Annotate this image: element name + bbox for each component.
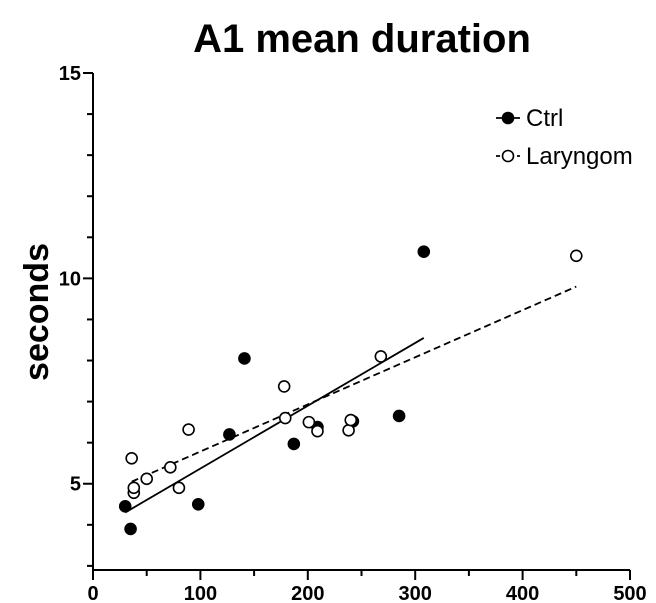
fit-line-laryngom xyxy=(131,285,577,483)
data-point-ctrl xyxy=(124,522,137,536)
legend-label: Laryngom xyxy=(526,143,633,170)
y-tick-label: 5 xyxy=(70,474,81,496)
data-point-ctrl xyxy=(238,352,251,365)
y-tick-label: 15 xyxy=(59,63,81,85)
data-point-laryngom xyxy=(374,350,388,363)
data-point-laryngom xyxy=(342,424,355,437)
data-point-laryngom xyxy=(164,461,177,474)
data-point-laryngom xyxy=(277,380,291,393)
data-point-laryngom xyxy=(182,423,195,436)
legend: Ctrl Laryngom xyxy=(496,105,633,170)
data-point-laryngom xyxy=(125,451,138,465)
x-tick-label: 200 xyxy=(291,583,324,603)
fit-lines xyxy=(124,285,577,514)
data-point-laryngom xyxy=(302,415,316,429)
data-point-laryngom xyxy=(344,413,358,427)
data-point-ctrl xyxy=(417,245,431,258)
data-point-laryngom xyxy=(172,481,186,495)
data-point-laryngom xyxy=(311,424,324,438)
y-tick-label: 10 xyxy=(59,268,81,290)
data-point-ctrl xyxy=(118,500,132,513)
fit-line-ctrl xyxy=(124,337,425,514)
chart-title: A1 mean duration xyxy=(193,17,531,61)
data-point-laryngom xyxy=(140,472,153,486)
x-tick-label: 400 xyxy=(506,583,539,603)
data-point-ctrl xyxy=(223,428,236,441)
legend-label: Ctrl xyxy=(526,105,563,132)
legend-marker-laryngom xyxy=(501,149,515,163)
data-point-laryngom xyxy=(569,249,583,263)
data-point-ctrl xyxy=(392,409,406,423)
data-point-laryngom xyxy=(278,411,292,425)
data-point-laryngom xyxy=(127,481,141,495)
markers xyxy=(118,245,583,536)
data-point-ctrl xyxy=(287,437,301,451)
x-tick-label: 100 xyxy=(184,583,217,603)
y-axis-label: seconds xyxy=(18,243,56,381)
axes: 5 10 15 0 100 200 300 400 500 xyxy=(59,63,647,603)
x-tick-label: 500 xyxy=(613,583,646,603)
x-tick-label: 300 xyxy=(399,583,432,603)
data-point-ctrl xyxy=(191,497,205,511)
legend-marker-ctrl xyxy=(501,111,515,125)
x-tick-label: 0 xyxy=(87,583,98,603)
